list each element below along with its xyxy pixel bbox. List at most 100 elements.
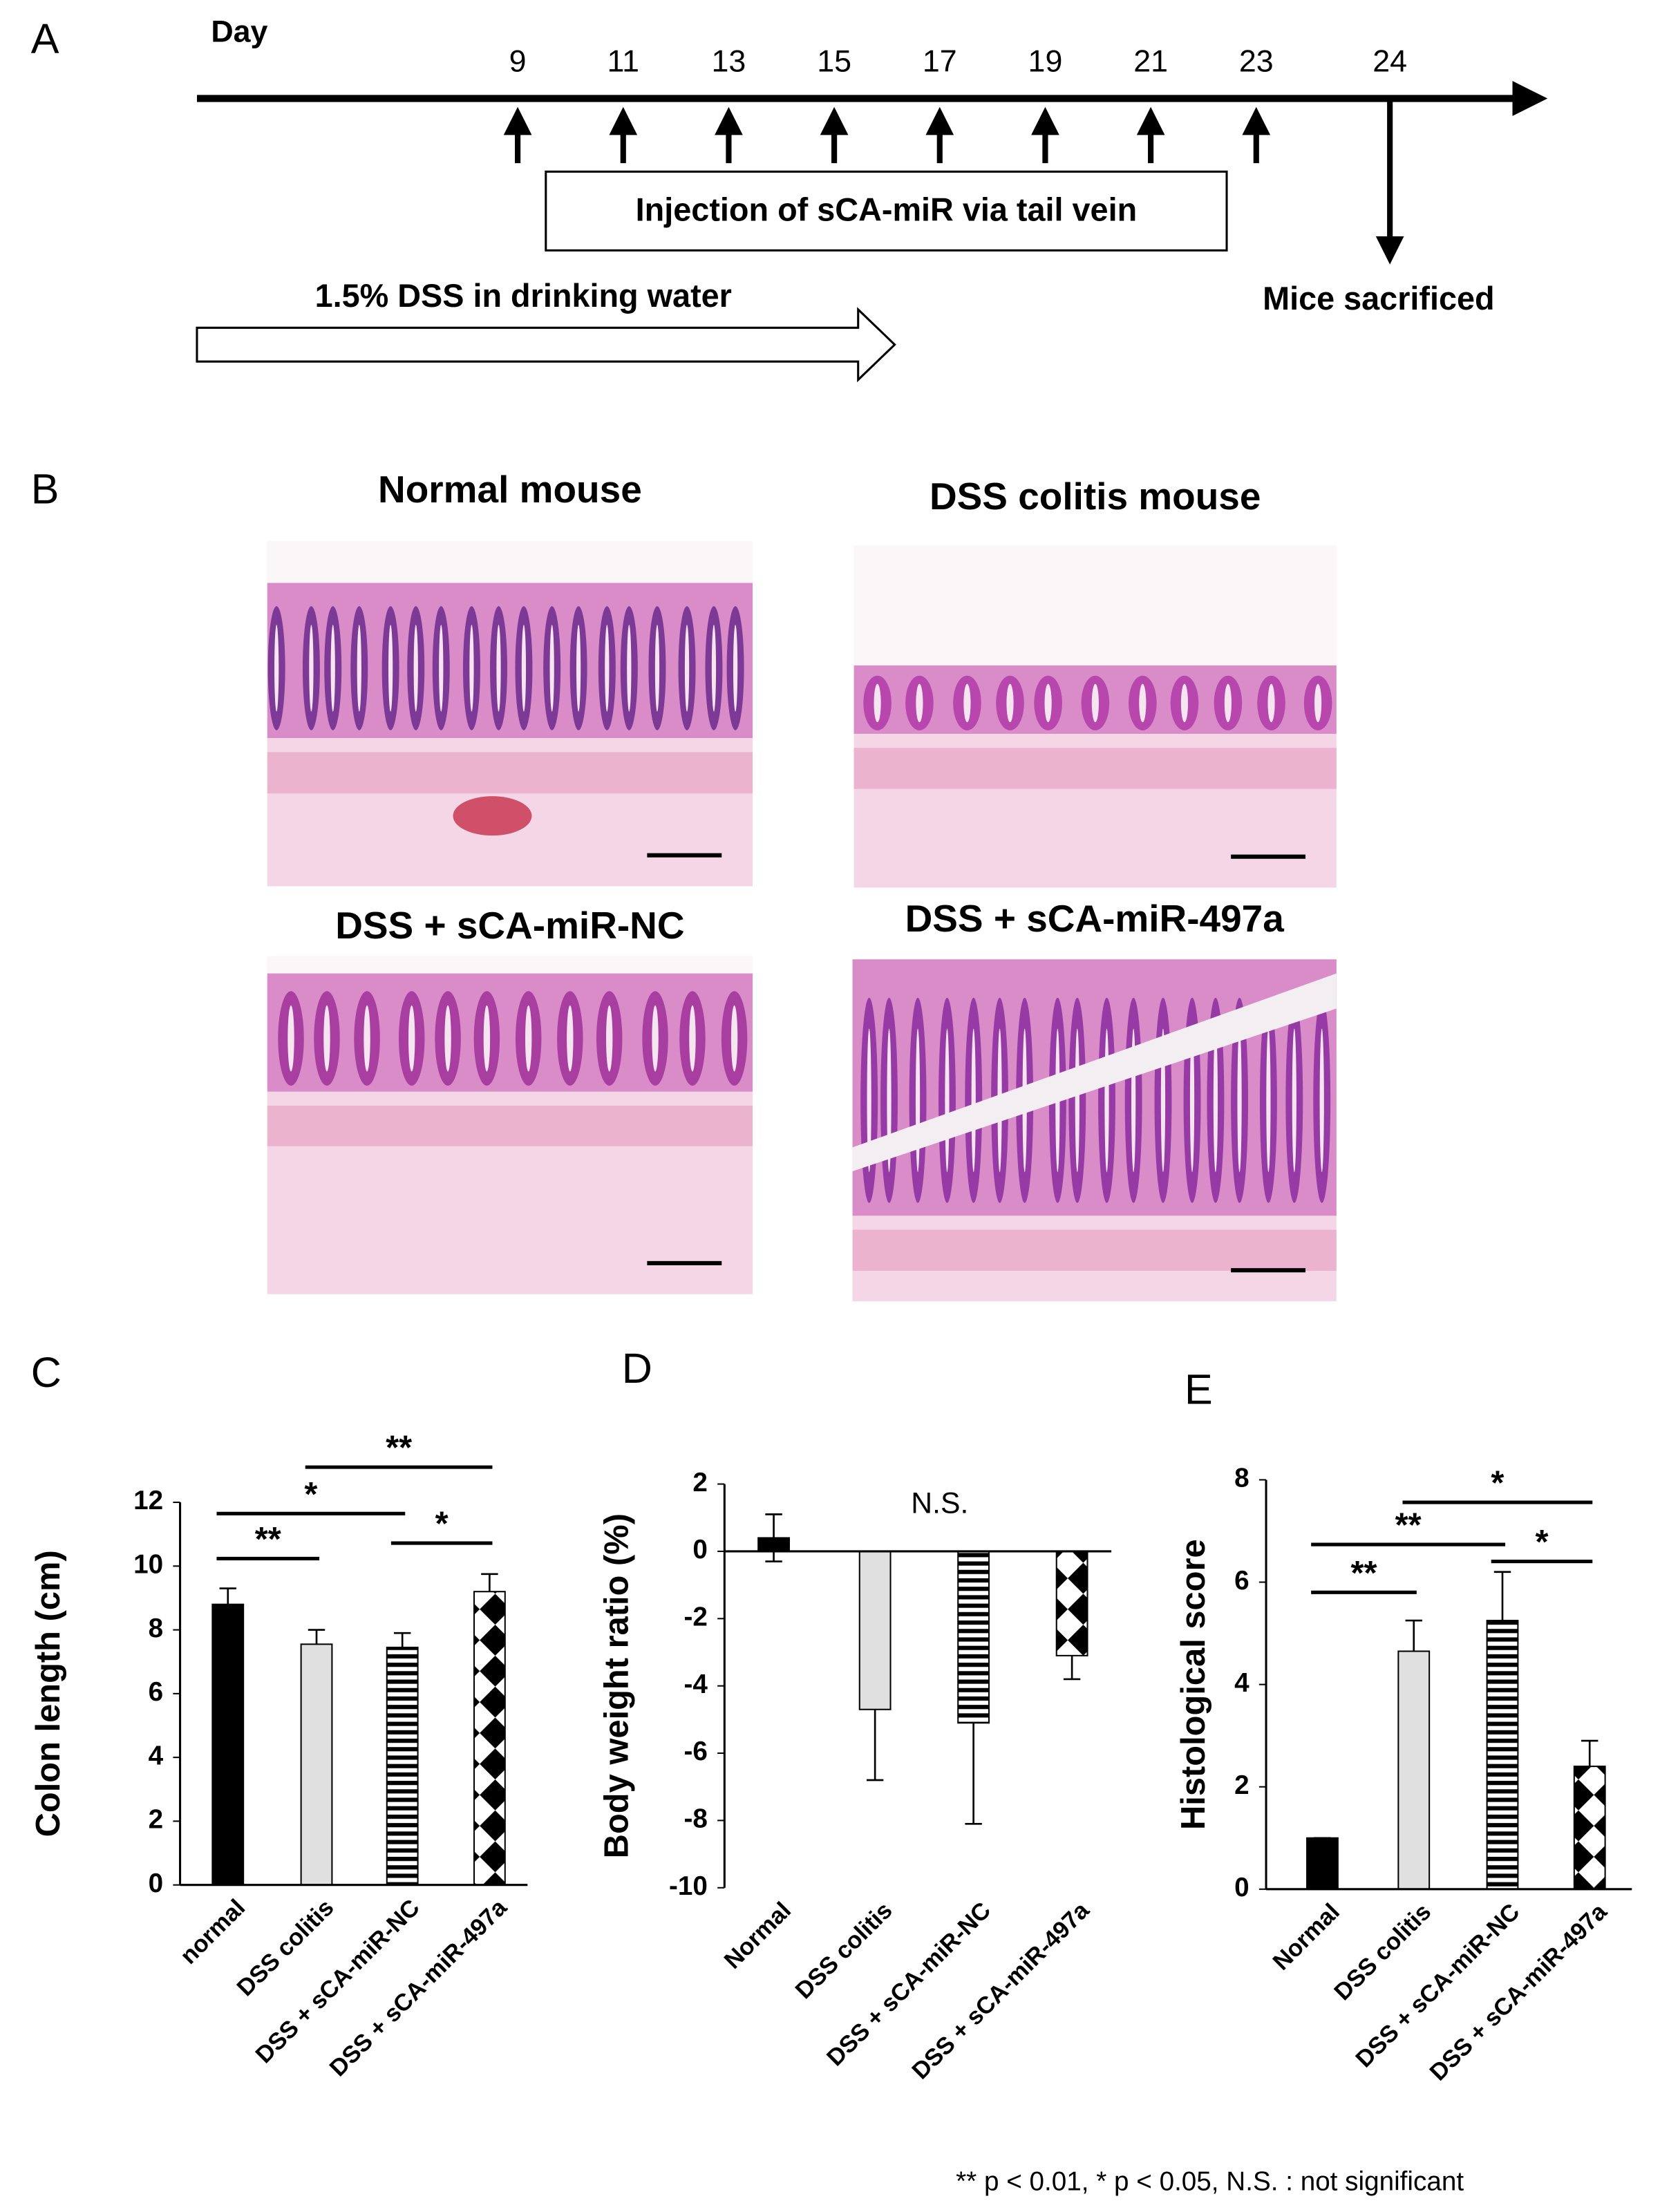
- dss-text: 1.5% DSS in drinking water: [315, 278, 732, 314]
- day-label: Day: [211, 15, 267, 49]
- image-title: DSS colitis mouse: [930, 475, 1261, 518]
- lumen: [330, 625, 335, 712]
- blank: [267, 541, 753, 583]
- lumen: [916, 683, 923, 723]
- lumen: [439, 625, 444, 712]
- bar: [957, 1550, 990, 1724]
- lumen: [652, 1005, 659, 1072]
- y-tick-label: -10: [669, 1871, 708, 1901]
- y-tick-label: 10: [133, 1550, 163, 1580]
- significance-label: **: [255, 1521, 281, 1558]
- histology-image: [853, 545, 1337, 888]
- y-tick-label: -2: [684, 1603, 708, 1632]
- lumen: [874, 683, 881, 723]
- lumen: [408, 1005, 415, 1072]
- image-title: Normal mouse: [378, 468, 642, 511]
- lumen: [684, 625, 690, 712]
- lumen: [1319, 1028, 1324, 1173]
- muscle: [853, 748, 1337, 789]
- lumen: [733, 625, 738, 712]
- lumen: [1224, 683, 1232, 723]
- lumen: [1237, 1028, 1242, 1173]
- x-tick-label: normal: [176, 1894, 250, 1969]
- y-tick-label: 8: [149, 1614, 164, 1643]
- blank: [267, 956, 753, 974]
- bar: [473, 1591, 506, 1886]
- y-tick-label: 2: [692, 1468, 708, 1497]
- lumen: [1267, 683, 1275, 723]
- y-tick-label: 0: [149, 1869, 164, 1898]
- lumen: [867, 1028, 871, 1173]
- lumen: [711, 625, 717, 712]
- y-tick-label: 6: [1234, 1566, 1249, 1596]
- day-number: 21: [1133, 44, 1168, 78]
- significance-label: *: [1491, 1465, 1504, 1502]
- significance-label: **: [1350, 1555, 1377, 1592]
- y-tick-label: -4: [684, 1670, 708, 1699]
- lumen: [469, 625, 474, 712]
- mucosa: [267, 583, 753, 738]
- histology-image: [267, 956, 753, 1294]
- y-tick-label: 0: [692, 1535, 708, 1565]
- y-tick-label: 4: [149, 1741, 164, 1770]
- panel-label: D: [622, 1345, 652, 1392]
- gap: [852, 973, 1337, 1171]
- dss-arrow: [196, 307, 896, 383]
- lumen: [1213, 1028, 1218, 1173]
- panel-label: B: [31, 466, 59, 513]
- lumen: [287, 1005, 294, 1072]
- y-tick-label: 4: [1234, 1668, 1249, 1698]
- image-title: DSS + sCA-miR-NC: [335, 904, 684, 947]
- lumen: [413, 625, 418, 712]
- x-tick-label: DSS + sCA-miR-NC: [822, 1898, 996, 2072]
- y-tick-label: -6: [684, 1737, 708, 1766]
- lumen: [496, 625, 501, 712]
- x-tick-label: DSS colitis: [791, 1898, 898, 2005]
- lumen: [567, 1005, 574, 1072]
- lumen: [1139, 683, 1147, 723]
- x-tick-label: DSS + sCA-miR-497a: [1425, 1898, 1612, 2086]
- y-tick-label: 0: [1234, 1873, 1249, 1902]
- x-tick-label: Normal: [719, 1898, 796, 1974]
- lumen: [971, 1028, 976, 1173]
- bar: [386, 1646, 419, 1886]
- lumen: [309, 625, 314, 712]
- lumen: [1292, 1028, 1296, 1173]
- lumen: [915, 1028, 921, 1173]
- lumen: [549, 625, 554, 712]
- lumen: [627, 625, 632, 712]
- panel-label: E: [1185, 1365, 1213, 1412]
- significance-label: **: [1395, 1507, 1422, 1544]
- bar: [1397, 1650, 1431, 1890]
- lumen: [357, 625, 361, 712]
- annotation: N.S.: [911, 1486, 968, 1520]
- bar: [757, 1537, 790, 1552]
- x-tick-label: DSS + sCA-miR-497a: [325, 1894, 512, 2081]
- lumen: [1044, 683, 1052, 723]
- significance-label: *: [435, 1506, 449, 1543]
- muscle: [267, 752, 753, 794]
- lumen: [605, 625, 610, 712]
- panel-label: A: [31, 15, 59, 62]
- y-tick-label: 6: [149, 1677, 164, 1707]
- muscle: [267, 1105, 753, 1146]
- lumen: [521, 625, 527, 712]
- y-axis-label: Colon length (cm): [30, 1550, 67, 1837]
- lumen: [945, 1028, 950, 1173]
- lumen: [654, 625, 660, 712]
- lumen: [364, 1005, 370, 1072]
- lumen: [730, 1005, 738, 1072]
- day-number: 11: [607, 44, 639, 78]
- lumen: [1314, 683, 1322, 723]
- day-number: 15: [817, 44, 851, 78]
- image-title: DSS + sCA-miR-497a: [905, 897, 1285, 940]
- y-tick-label: 12: [133, 1486, 163, 1515]
- muscle: [852, 1229, 1337, 1271]
- lumen: [274, 625, 279, 712]
- vessel: [453, 796, 532, 836]
- x-tick-label: DSS + sCA-miR-NC: [1351, 1899, 1525, 2073]
- y-tick-label: -8: [684, 1804, 708, 1834]
- bar: [211, 1603, 245, 1886]
- y-axis-label: Body weight ratio (%): [598, 1513, 636, 1858]
